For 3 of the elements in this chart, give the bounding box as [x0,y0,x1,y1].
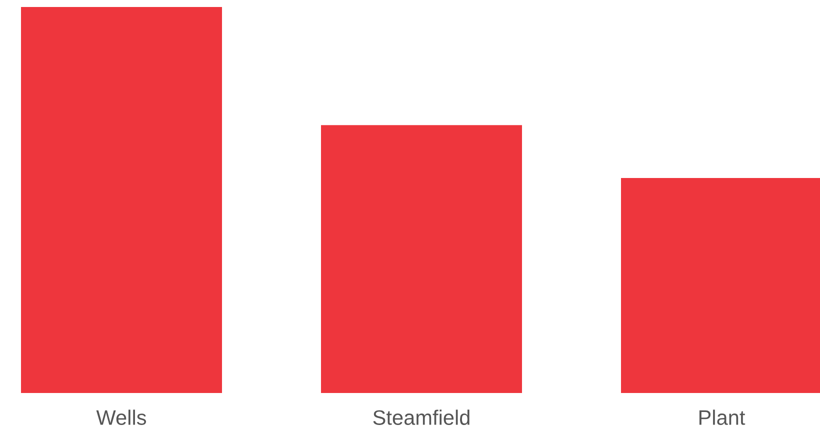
x-tick-label: Wells [96,410,146,425]
x-tick-label: Steamfield [373,410,470,425]
x-tick-label: Plant [699,410,746,425]
